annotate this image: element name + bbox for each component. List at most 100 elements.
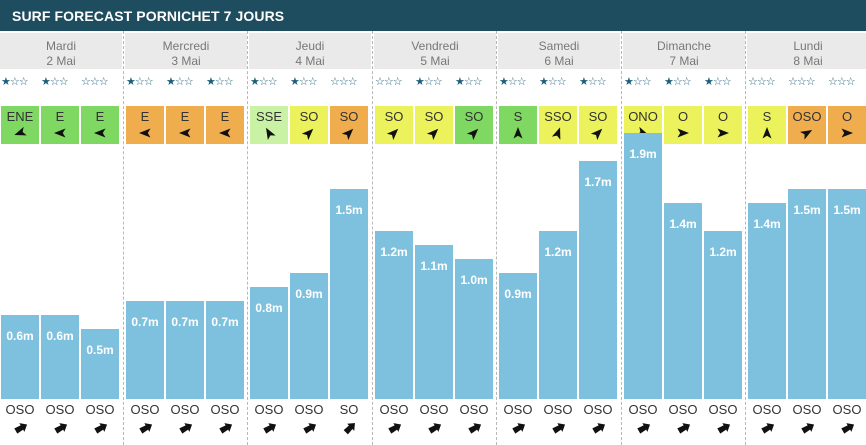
day-date: 7 Mai: [669, 54, 699, 68]
wave-height-label: 0.6m: [46, 329, 74, 343]
forecast-slot: ★☆☆ SSO 1.2m OSO: [539, 31, 577, 445]
wind-box: OSO: [788, 106, 826, 144]
swell-direction: OSO: [294, 402, 324, 417]
swell-arrow-icon: [677, 423, 691, 434]
day-separator: [621, 31, 622, 445]
rating-stars: ★☆☆: [250, 76, 278, 88]
wave-height-bar: [415, 245, 453, 399]
swell-arrow-icon: [14, 423, 28, 434]
wind-arrow: [466, 126, 481, 141]
swell-direction: OSO: [543, 402, 573, 417]
wind-arrow: [341, 126, 356, 141]
wave-height-bar: [126, 301, 164, 399]
wave-height-label: 1.4m: [753, 217, 781, 231]
swell-arrow: [262, 420, 278, 436]
wind-arrow: [13, 126, 27, 140]
swell-direction: OSO: [832, 402, 862, 417]
forecast-days: Mardi 2 Mai ★☆☆ ENE 0.6m OSO ★☆☆ E 0.6m OSO ☆☆☆ E 0.…: [0, 31, 866, 445]
forecast-slot: ★☆☆ SO 1.7m OSO: [579, 31, 617, 445]
swell-direction: OSO: [379, 402, 409, 417]
swell-direction: OSO: [170, 402, 200, 417]
day-date: 3 Mai: [171, 54, 201, 68]
wind-box: SO: [375, 106, 413, 144]
wind-box: SSO: [539, 106, 577, 144]
wind-box: S: [499, 106, 537, 144]
day-column: Dimanche 7 Mai ★☆☆ ONO 1.9m OSO ★☆☆ O 1.4m OSO ★☆☆…: [621, 31, 745, 445]
swell-direction: OSO: [254, 402, 284, 417]
swell-arrow-icon: [219, 423, 233, 434]
day-name: Samedi: [538, 39, 580, 53]
swell-arrow-icon: [388, 423, 402, 434]
rating-stars: ★☆☆: [206, 76, 234, 88]
swell-arrow: [760, 420, 776, 436]
wind-arrow-icon: [466, 128, 479, 141]
rating-stars: ★☆☆: [499, 76, 527, 88]
wind-direction: S: [762, 109, 772, 124]
wind-arrow-icon: [94, 128, 106, 138]
wind-box: SO: [455, 106, 493, 144]
wind-arrow-icon: [219, 128, 231, 138]
swell-arrow: [840, 420, 856, 436]
swell-arrow-icon: [512, 423, 526, 434]
wind-arrow-icon: [266, 127, 276, 141]
wave-height-label: 1.2m: [544, 245, 572, 259]
swell-direction: OSO: [628, 402, 658, 417]
wind-direction: E: [140, 109, 150, 124]
title-bar: SURF FORECAST PORNICHET 7 JOURS: [0, 0, 866, 31]
rating-stars: ★☆☆: [455, 76, 483, 88]
wind-box: E: [81, 106, 119, 144]
wind-arrow-icon: [426, 128, 439, 141]
day-separator: [123, 31, 124, 445]
wind-direction: O: [717, 109, 729, 124]
swell-arrow-icon: [592, 423, 606, 434]
forecast-slot: ☆☆☆ SO 1.5m SO: [330, 31, 368, 445]
day-separator: [745, 31, 746, 445]
wave-height-label: 0.9m: [504, 287, 532, 301]
wave-height-bar: [330, 189, 368, 399]
swell-arrow-icon: [468, 423, 482, 434]
swell-direction: OSO: [583, 402, 613, 417]
wind-arrow: [511, 126, 525, 140]
forecast-slot: ☆☆☆ OSO 1.5m OSO: [788, 31, 826, 445]
rating-stars: ★☆☆: [290, 76, 318, 88]
swell-arrow: [636, 420, 652, 436]
forecast-slot: ★☆☆ E 0.6m OSO: [41, 31, 79, 445]
wind-box: SO: [579, 106, 617, 144]
swell-direction: OSO: [85, 402, 115, 417]
wind-direction: E: [55, 109, 65, 124]
wave-height-label: 1.9m: [629, 147, 657, 161]
rating-stars: ☆☆☆: [788, 76, 816, 88]
rating-stars: ★☆☆: [415, 76, 443, 88]
day-column: Lundi 8 Mai ☆☆☆ S 1.4m OSO ☆☆☆ OSO 1.5m OSO ☆☆☆ O 1.…: [745, 31, 866, 445]
swell-arrow-icon: [303, 423, 317, 434]
day-separator: [247, 31, 248, 445]
wind-arrow-icon: [551, 127, 561, 140]
day-name: Jeudi: [295, 39, 325, 53]
wind-box: S: [748, 106, 786, 144]
swell-direction: OSO: [708, 402, 738, 417]
forecast-slot: ★☆☆ E 0.7m OSO: [166, 31, 204, 445]
wind-arrow-icon: [513, 127, 523, 139]
wind-arrow-icon: [14, 126, 27, 136]
wave-height-bar: [664, 203, 702, 399]
wave-height-bar: [375, 231, 413, 399]
swell-arrow-icon: [717, 423, 731, 434]
wind-direction: S: [513, 109, 523, 124]
swell-arrow-icon: [94, 423, 108, 434]
wind-direction: SSO: [544, 109, 572, 124]
wind-arrow: [262, 126, 276, 141]
wind-arrow-icon: [386, 128, 399, 141]
swell-arrow: [427, 420, 443, 436]
wind-arrow: [716, 126, 730, 140]
wave-height-label: 1.5m: [793, 203, 821, 217]
forecast-slot: ☆☆☆ O 1.5m OSO: [828, 31, 866, 445]
wave-height-label: 0.5m: [86, 343, 114, 357]
wind-direction: SO: [588, 109, 608, 124]
wind-arrow: [138, 126, 152, 140]
wind-arrow: [386, 126, 401, 141]
wind-box: E: [166, 106, 204, 144]
forecast-slot: ★☆☆ SO 1.1m OSO: [415, 31, 453, 445]
rating-stars: ☆☆☆: [330, 76, 358, 88]
wind-arrow-icon: [54, 128, 66, 138]
wind-arrow: [93, 126, 107, 140]
